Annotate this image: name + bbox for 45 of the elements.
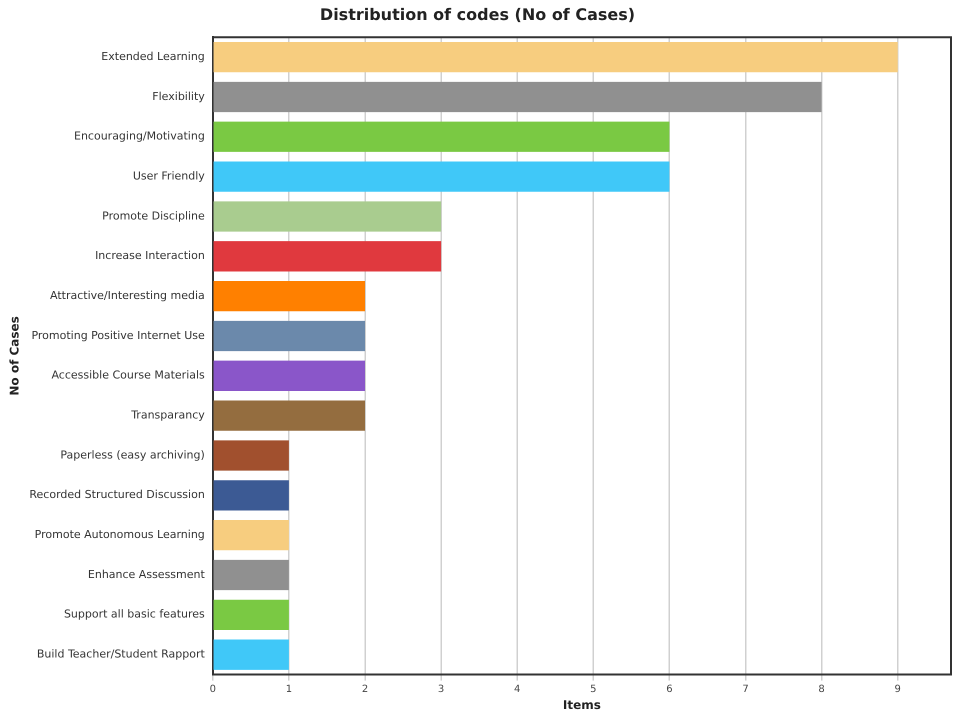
bar — [214, 82, 822, 112]
x-tick-label: 0 — [210, 684, 216, 696]
y-axis-title: No of Cases — [7, 316, 22, 396]
x-tick-label: 1 — [286, 684, 292, 696]
bar — [214, 360, 366, 391]
bar — [214, 320, 366, 352]
y-tick-label: Promote Discipline — [102, 209, 206, 222]
bar — [214, 440, 289, 471]
y-tick-label: Transparancy — [130, 408, 206, 422]
y-tick-label: Attractive/Interesting media — [50, 289, 205, 302]
y-tick-label: Encouraging/Motivating — [74, 130, 205, 143]
y-tick-label: Paperless (easy archiving) — [60, 448, 205, 462]
bar — [214, 122, 670, 152]
y-tick-label: Recorded Structured Discussion — [29, 488, 205, 502]
y-tick-label: Promote Autonomous Learning — [34, 528, 205, 542]
bar — [214, 161, 670, 192]
chart-title: Distribution of codes (No of Cases) — [320, 4, 636, 24]
bar — [214, 241, 442, 272]
bar — [214, 42, 898, 72]
bar — [214, 480, 289, 510]
y-tick-label: Promoting Positive Internet Use — [31, 328, 206, 342]
x-tick-label: 4 — [514, 684, 520, 696]
bar — [214, 520, 289, 550]
y-tick-label: Flexibility — [152, 90, 206, 103]
y-tick-label: Support all basic features — [64, 608, 206, 621]
x-tick-label: 2 — [362, 684, 368, 696]
y-tick-label: Enhance Assessment — [88, 568, 206, 581]
y-tick-label: Accessible Course Materials — [51, 368, 206, 382]
x-tick-label: 6 — [666, 684, 673, 696]
y-tick-label: Extended Learning — [101, 50, 205, 63]
x-tick-label: 9 — [894, 684, 901, 696]
x-tick-label: 7 — [742, 684, 749, 696]
x-axis-title: Items — [562, 698, 601, 712]
bar — [214, 281, 366, 312]
y-tick-label: Increase Interaction — [95, 249, 205, 262]
bar — [214, 640, 289, 670]
x-tick-label: 5 — [590, 684, 596, 696]
y-tick-label: Build Teacher/Student Rapport — [36, 648, 206, 661]
bar — [214, 600, 289, 630]
y-tick-label: User Friendly — [132, 169, 206, 182]
x-tick-label: 3 — [438, 684, 444, 696]
x-tick-label: 8 — [818, 684, 825, 696]
bar — [214, 400, 366, 431]
bar — [214, 201, 442, 232]
bar — [214, 560, 289, 590]
